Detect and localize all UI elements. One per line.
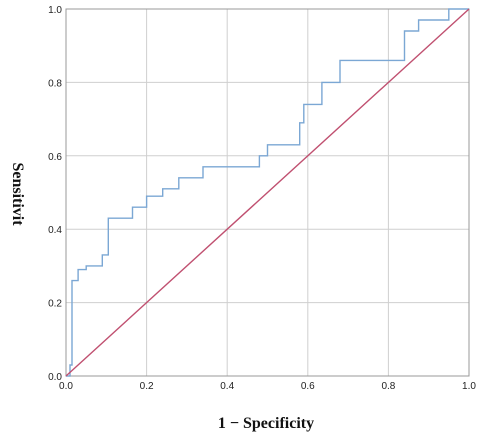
series-layer bbox=[65, 8, 470, 377]
x-tick-label: 0.0 bbox=[59, 381, 73, 392]
y-tick-label: 0.0 bbox=[48, 372, 62, 383]
x-tick-label: 0.2 bbox=[140, 381, 154, 392]
y-tick-label: 0.8 bbox=[48, 78, 62, 89]
y-axis-title: Sensitivit bbox=[9, 162, 26, 226]
x-tick-labels: 0.0 0.2 0.4 0.6 0.8 1.0 bbox=[59, 381, 476, 392]
x-tick-label: 0.8 bbox=[381, 381, 395, 392]
y-tick-label: 0.4 bbox=[48, 225, 62, 236]
x-tick-label: 0.4 bbox=[220, 381, 234, 392]
reference-line bbox=[65, 8, 470, 377]
y-tick-label: 1.0 bbox=[48, 5, 62, 16]
x-tick-label: 1.0 bbox=[462, 381, 476, 392]
plot-frame bbox=[65, 8, 470, 377]
y-tick-label: 0.2 bbox=[48, 299, 62, 310]
roc-curve bbox=[66, 8, 469, 377]
y-tick-labels: 0.0 0.2 0.4 0.6 0.8 1.0 bbox=[48, 5, 62, 383]
y-tick-label: 0.6 bbox=[48, 152, 62, 163]
x-axis-title: 1 − Specificity bbox=[218, 415, 314, 432]
x-tick-label: 0.6 bbox=[301, 381, 315, 392]
